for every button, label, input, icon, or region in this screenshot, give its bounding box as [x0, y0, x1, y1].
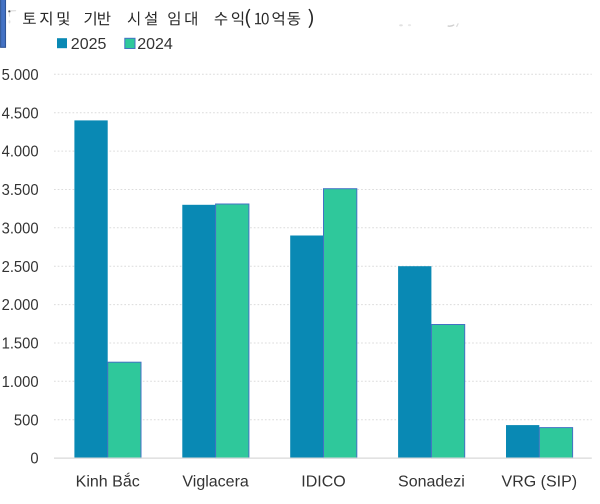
svg-text:2025: 2025: [71, 36, 107, 53]
svg-text:3.000: 3.000: [2, 220, 39, 237]
svg-text:VRG (SIP): VRG (SIP): [502, 473, 578, 490]
svg-text:5.000: 5.000: [2, 67, 39, 84]
svg-text:1.000: 1.000: [2, 374, 39, 391]
svg-text:2.500: 2.500: [2, 259, 39, 276]
svg-text:Viglacera: Viglacera: [182, 473, 249, 490]
svg-text:Sonadezi: Sonadezi: [398, 473, 465, 490]
svg-text:0: 0: [30, 451, 38, 468]
svg-text:IDICO: IDICO: [301, 473, 345, 490]
svg-text:500: 500: [14, 412, 39, 429]
svg-text:4.500: 4.500: [2, 105, 39, 122]
svg-text:4.000: 4.000: [2, 144, 39, 161]
svg-text:Kinh Bắc: Kinh Bắc: [76, 471, 140, 490]
svg-text:1.500: 1.500: [2, 336, 39, 353]
svg-text:3.500: 3.500: [2, 182, 39, 199]
svg-text:2.000: 2.000: [2, 297, 39, 314]
svg-text:2024: 2024: [137, 36, 173, 53]
